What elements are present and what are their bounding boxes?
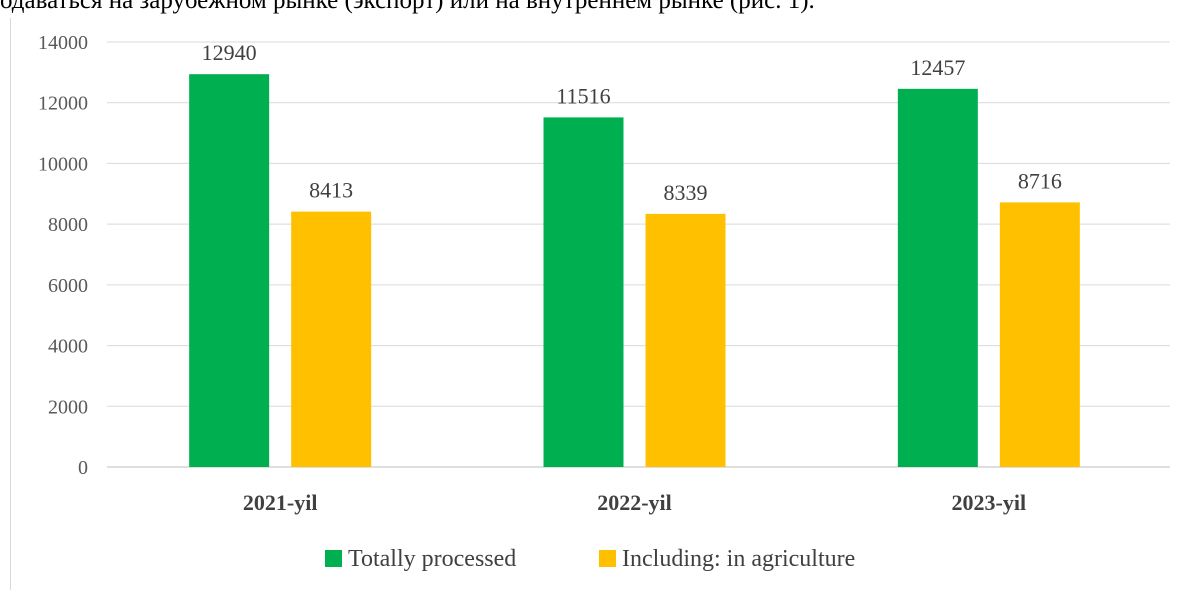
data-label: 12457	[910, 55, 965, 80]
gridlines	[107, 41, 1170, 468]
data-label: 8716	[1018, 168, 1062, 193]
y-tick-label: 8000	[48, 214, 88, 236]
y-tick-label: 6000	[48, 275, 88, 297]
bar-agriculture	[645, 213, 726, 467]
legend: Totally processed Including: in agricultu…	[325, 546, 855, 572]
bar-totally-processed	[543, 117, 624, 468]
x-tick-label: 2021-yil	[243, 490, 318, 515]
data-labels: 12940 8413 11516 8339 12457 8716	[202, 40, 1062, 205]
legend-label: Including: in agriculture	[622, 546, 855, 572]
bar-totally-processed	[189, 74, 270, 467]
y-tick-label: 0	[78, 457, 88, 479]
y-tick-label: 4000	[48, 336, 88, 358]
data-label: 8413	[309, 178, 353, 203]
bar-totally-processed	[897, 88, 978, 468]
y-axis-ticks: 0 2000 4000 6000 8000 10000 12000 14000	[38, 32, 88, 479]
legend-swatch	[599, 550, 616, 567]
y-tick-label: 14000	[38, 32, 88, 54]
data-label: 11516	[556, 83, 610, 108]
y-tick-label: 12000	[38, 93, 88, 115]
y-tick-label: 2000	[48, 396, 88, 418]
bar-agriculture	[999, 202, 1080, 467]
y-tick-label: 10000	[38, 153, 88, 175]
bar-agriculture	[291, 211, 372, 467]
x-tick-label: 2022-yil	[597, 490, 672, 515]
data-label: 12940	[202, 40, 257, 65]
legend-swatch	[325, 550, 342, 567]
x-axis-ticks: 2021-yil 2022-yil 2023-yil	[243, 490, 1026, 515]
chart-frame-border	[10, 18, 11, 590]
clipped-body-text: одаваться на зарубежном рынке (экспорт) …	[0, 0, 815, 14]
bars	[189, 74, 1080, 468]
x-tick-label: 2023-yil	[952, 490, 1027, 515]
legend-label: Totally processed	[348, 546, 516, 572]
data-label: 8339	[664, 180, 708, 205]
